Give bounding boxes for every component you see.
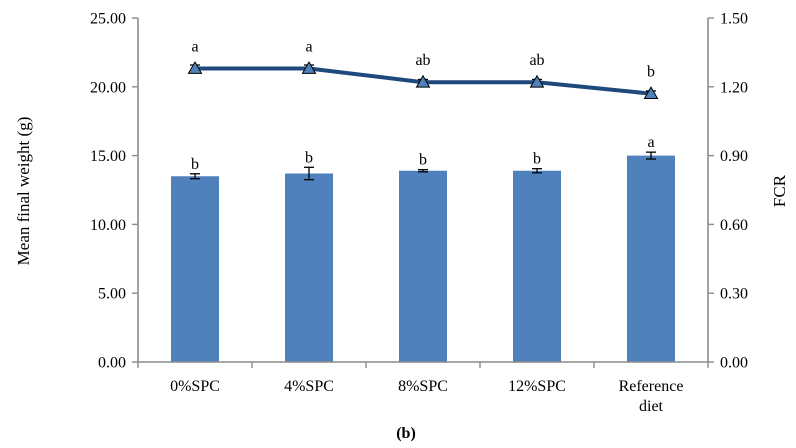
category-label-3: 12%SPC xyxy=(508,378,566,395)
bar-2 xyxy=(399,170,447,362)
bar-1 xyxy=(285,173,333,362)
fcr-letter-2: ab xyxy=(415,52,430,69)
right-tick-label-3: 0.90 xyxy=(720,148,748,165)
fcr-letter-0: a xyxy=(191,38,198,55)
fcr-letter-3: ab xyxy=(529,52,544,69)
right-tick-label-4: 1.20 xyxy=(720,79,748,96)
left-tick-label-4: 20.00 xyxy=(90,79,126,96)
bar-errors-layer xyxy=(190,151,656,181)
bar-3 xyxy=(513,170,561,362)
bar-letter-2: b xyxy=(419,152,427,169)
category-label-1: 4%SPC xyxy=(284,378,334,395)
bar-letter-1: b xyxy=(305,149,313,166)
right-tick-label-5: 1.50 xyxy=(720,11,748,28)
fcr-marker-3 xyxy=(529,74,545,88)
fcr-marker-2 xyxy=(415,74,431,88)
bar-letter-3: b xyxy=(533,151,541,168)
left-tick-label-3: 15.00 xyxy=(90,148,126,165)
category-label-2: 8%SPC xyxy=(398,378,448,395)
left-tick-label-5: 25.00 xyxy=(90,11,126,28)
figure-caption: (b) xyxy=(396,425,416,442)
axes-layer xyxy=(132,17,714,368)
category-label-4-0: Reference xyxy=(619,378,684,395)
category-label-4-1: diet xyxy=(639,398,664,415)
left-axis-title: Mean final weight (g) xyxy=(14,117,33,266)
fcr-letter-1: a xyxy=(305,38,312,55)
fcr-marker-1 xyxy=(301,60,317,74)
left-tick-label-1: 5.00 xyxy=(98,286,126,303)
bars-layer xyxy=(171,155,675,362)
right-tick-label-2: 0.60 xyxy=(720,217,748,234)
fcr-letter-4: b xyxy=(647,64,655,81)
fcr-marker-0 xyxy=(187,60,203,74)
right-tick-label-1: 0.30 xyxy=(720,286,748,303)
category-label-0: 0%SPC xyxy=(170,378,220,395)
right-axis-title: FCR xyxy=(770,174,789,207)
right-tick-label-0: 0.00 xyxy=(720,355,748,372)
bar-letter-0: b xyxy=(191,156,199,173)
fcr-marker-4 xyxy=(643,86,659,100)
bar-0 xyxy=(171,176,219,362)
bar-letter-4: a xyxy=(647,134,654,151)
left-tick-label-2: 10.00 xyxy=(90,217,126,234)
line-layer xyxy=(187,60,659,100)
left-tick-label-0: 0.00 xyxy=(98,355,126,372)
labels-layer: 0.00 5.00 10.00 15.00 20.00 25.00 0.00 0.30 0.60… xyxy=(90,11,748,416)
bar-4 xyxy=(627,155,675,362)
